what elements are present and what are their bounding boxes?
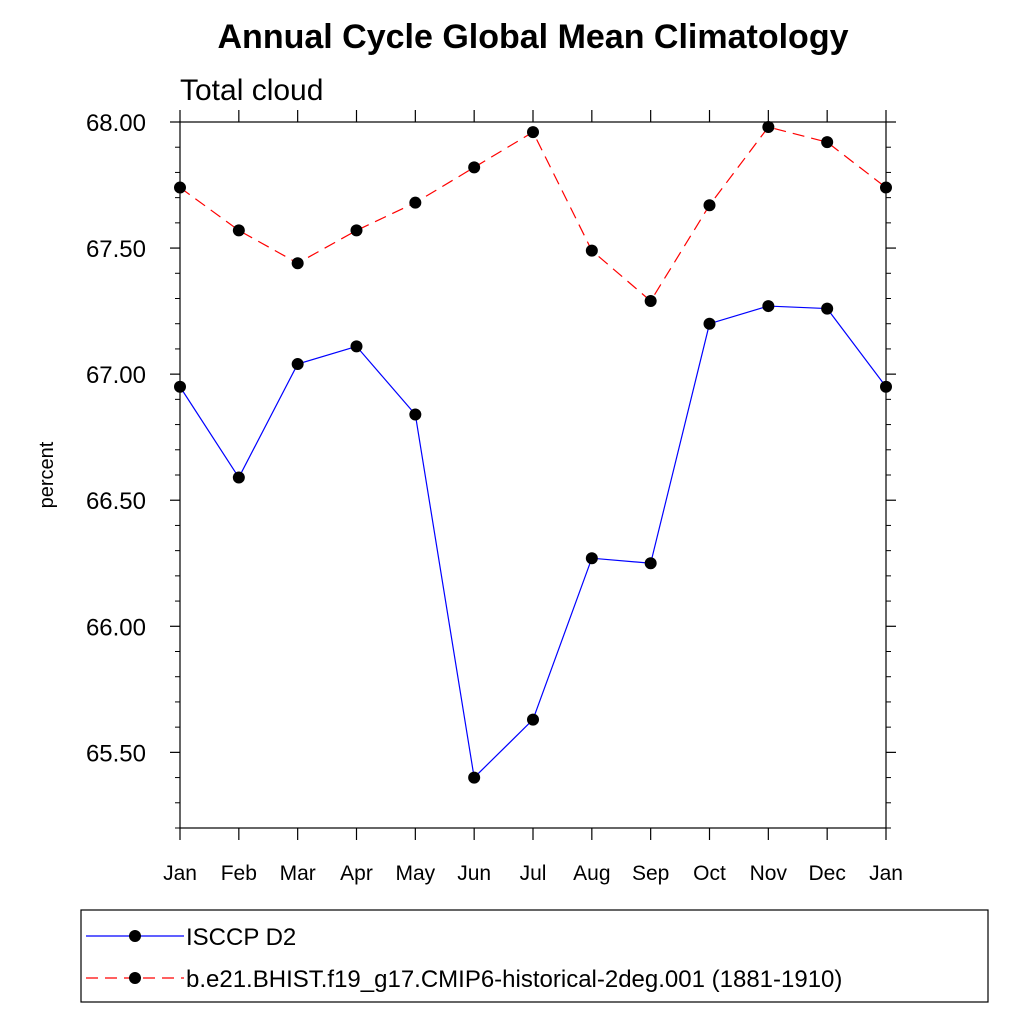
- series-2-point: [821, 136, 834, 149]
- x-tick-label: May: [395, 862, 435, 885]
- series-2-point: [644, 295, 657, 308]
- y-tick-label: 67.00: [86, 362, 146, 389]
- legend-box: [80, 909, 989, 1003]
- x-tick-label: Nov: [750, 862, 788, 885]
- y-tick-label: 65.50: [86, 740, 146, 767]
- series-2-point: [703, 199, 716, 212]
- series-2-point: [291, 257, 304, 270]
- x-tick-label: Oct: [693, 862, 726, 885]
- series-1-point: [409, 408, 422, 421]
- series-1-point: [703, 317, 716, 330]
- series-2-point: [527, 126, 539, 139]
- legend-label-1: ISCCP D2: [186, 924, 296, 951]
- x-tick-label: Aug: [573, 862, 610, 885]
- chart-subtitle: Total cloud: [180, 74, 323, 107]
- series-layer: [174, 121, 892, 784]
- series-1-point: [821, 302, 834, 315]
- x-tick-label: Apr: [340, 862, 373, 885]
- legend-marker-1: [129, 930, 141, 942]
- x-tick-label: Jul: [520, 862, 547, 885]
- series-2-point: [585, 244, 598, 257]
- series-1-point: [232, 471, 245, 484]
- x-tick-label: Jun: [457, 862, 491, 885]
- series-1-point: [585, 552, 598, 565]
- series-1-point: [468, 771, 481, 784]
- series-1-point: [644, 557, 657, 570]
- x-tick-label: Jan: [163, 862, 197, 885]
- series-1-point: [291, 358, 304, 371]
- y-tick-label: 66.00: [86, 614, 146, 641]
- x-tick-label: Mar: [280, 862, 316, 885]
- x-tick-label: Feb: [221, 862, 257, 885]
- series-2-point: [232, 224, 245, 237]
- y-tick-label: 67.50: [86, 236, 146, 263]
- y-axis-label: percent: [36, 441, 58, 508]
- x-tick-label: Dec: [808, 862, 845, 885]
- series-2-point: [468, 161, 481, 174]
- chart-title: Annual Cycle Global Mean Climatology: [218, 18, 849, 56]
- series-1-point: [762, 300, 775, 313]
- series-1-point: [527, 713, 539, 726]
- legend: ISCCP D2 b.e21.BHIST.f19_g17.CMIP6-histor…: [86, 924, 842, 993]
- series-2-point: [880, 181, 892, 194]
- x-tick-label: Sep: [632, 862, 669, 885]
- x-tick-label: Jan: [869, 862, 903, 885]
- series-1-point: [174, 380, 186, 393]
- series-1-point: [880, 380, 892, 393]
- y-tick-label: 68.00: [86, 110, 146, 137]
- series-2-point: [174, 181, 186, 194]
- axis-ticks: 65.50 66.00 66.50 67.00 67.50 68.00 Jan Feb Mar A…: [86, 110, 903, 885]
- legend-marker-2: [129, 972, 141, 984]
- series-line-1: [179, 305, 887, 779]
- legend-label-2: b.e21.BHIST.f19_g17.CMIP6-historical-2de…: [186, 966, 842, 993]
- series-2-point: [762, 121, 775, 134]
- series-2-point: [409, 196, 422, 209]
- y-tick-label: 66.50: [86, 488, 146, 515]
- series-2-point: [350, 224, 363, 237]
- series-1-point: [350, 340, 363, 353]
- series-line-2: [179, 126, 887, 302]
